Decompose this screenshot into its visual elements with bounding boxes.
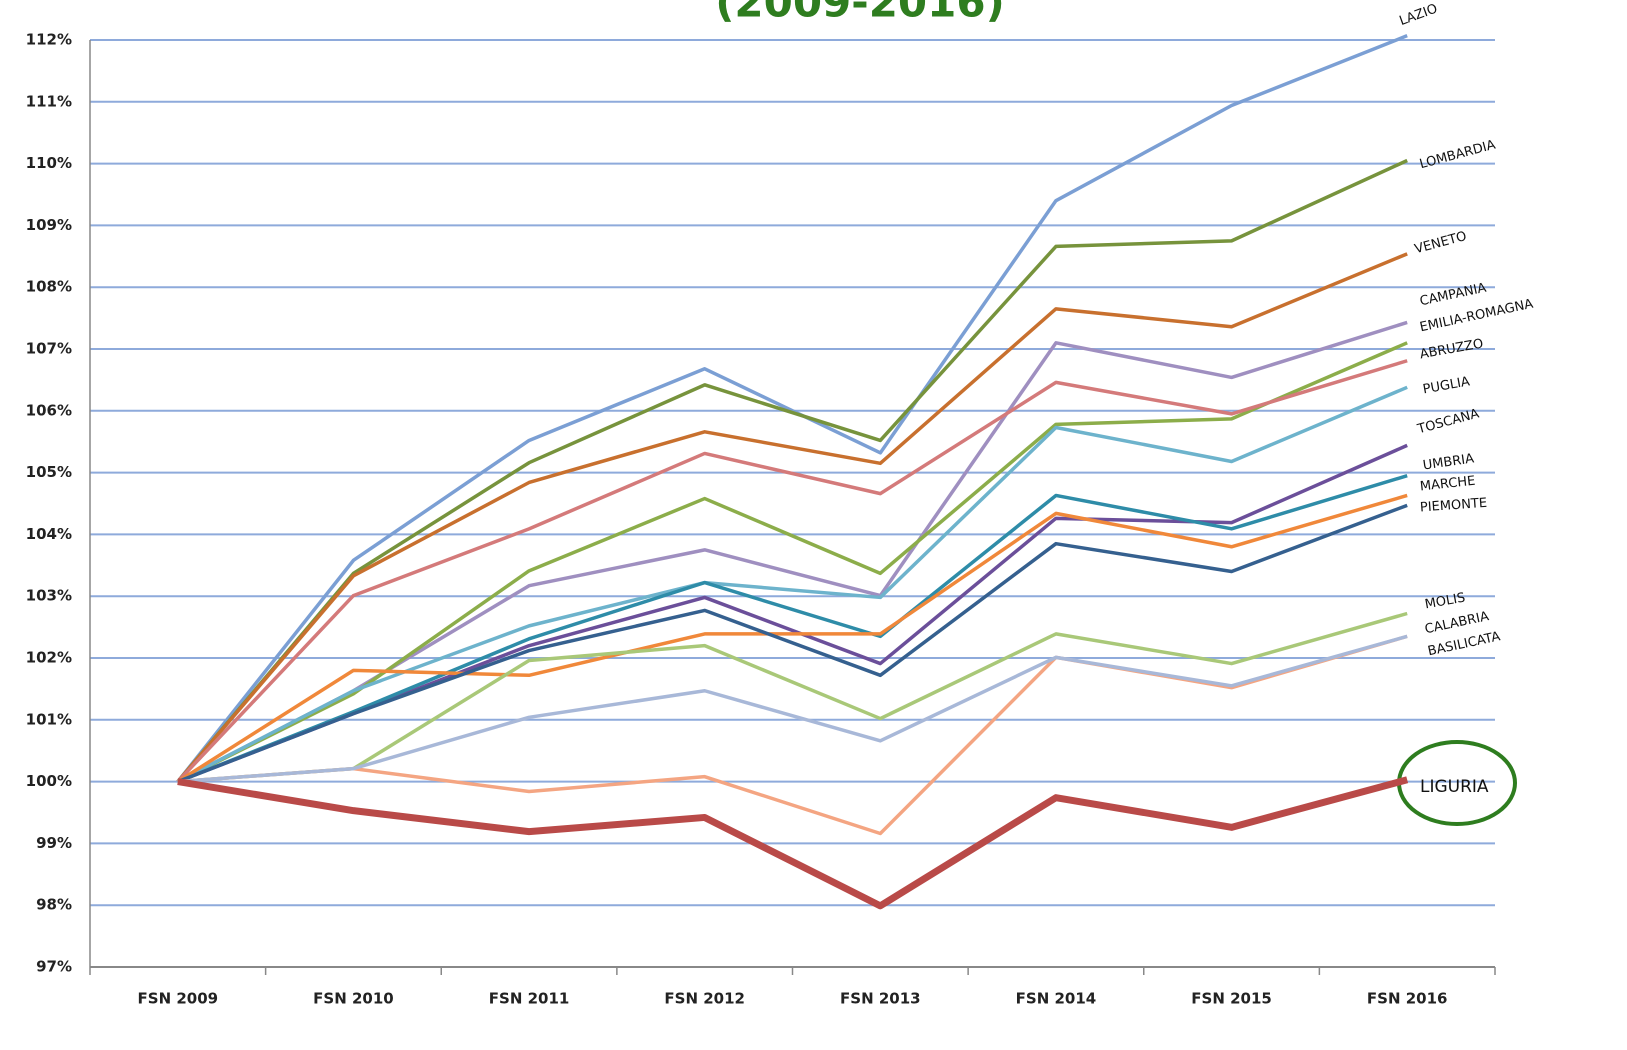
y-tick-label: 100% xyxy=(26,772,72,790)
series-line xyxy=(176,158,1408,783)
x-tick-label: FSN 2014 xyxy=(1016,990,1097,1008)
series-label: UMBRIA xyxy=(1422,451,1475,473)
y-tick-label: 97% xyxy=(36,958,72,976)
chart-title: (2009-2016) xyxy=(715,0,1005,27)
y-tick-label: 104% xyxy=(26,525,72,543)
series-label: PUGLIA xyxy=(1422,374,1471,397)
series-label: MARCHE xyxy=(1419,474,1476,495)
series-line xyxy=(176,359,1408,783)
x-tick-label: FSN 2011 xyxy=(489,990,570,1008)
series-line xyxy=(177,776,1409,910)
y-tick-label: 112% xyxy=(26,31,72,49)
y-tick-label: 105% xyxy=(26,463,72,481)
series-line xyxy=(176,252,1408,783)
y-tick-label: 99% xyxy=(36,834,72,852)
series-label: LOMBARDIA xyxy=(1418,138,1497,173)
series-line xyxy=(177,443,1408,784)
series-line xyxy=(177,385,1408,784)
series-label: PIEMONTE xyxy=(1419,496,1487,516)
y-tick-label: 98% xyxy=(36,896,72,914)
series-line xyxy=(177,634,1408,784)
series-line xyxy=(176,493,1408,784)
series-label: VENETO xyxy=(1413,229,1468,257)
y-tick-label: 102% xyxy=(26,649,72,667)
series-line xyxy=(177,634,1408,836)
y-tick-label: 108% xyxy=(26,278,72,296)
y-tick-label: 110% xyxy=(26,154,72,172)
series-label: CAMPANIA xyxy=(1418,281,1487,310)
y-tick-label: 106% xyxy=(26,401,72,419)
x-tick-label: FSN 2012 xyxy=(664,990,745,1008)
y-tick-label: 103% xyxy=(26,587,72,605)
series-label: MOLIS xyxy=(1424,591,1467,613)
x-tick-label: FSN 2015 xyxy=(1191,990,1272,1008)
y-tick-label: 107% xyxy=(26,340,72,358)
series-line xyxy=(177,320,1408,784)
series-line xyxy=(177,503,1408,784)
series-label: LAZIO xyxy=(1397,1,1439,29)
series-label: LIGURIA xyxy=(1420,777,1489,797)
x-tick-label: FSN 2013 xyxy=(840,990,921,1008)
x-tick-label: FSN 2009 xyxy=(138,990,219,1008)
x-tick-label: FSN 2010 xyxy=(313,990,394,1008)
series-line xyxy=(176,34,1408,783)
series-line xyxy=(177,341,1408,784)
x-tick-label: FSN 2016 xyxy=(1367,990,1448,1008)
y-tick-label: 109% xyxy=(26,216,72,234)
y-tick-label: 101% xyxy=(26,710,72,728)
y-tick-label: 111% xyxy=(26,92,72,110)
series-label: ABRUZZO xyxy=(1419,336,1485,362)
series-line xyxy=(177,611,1408,784)
series-line xyxy=(177,474,1408,784)
